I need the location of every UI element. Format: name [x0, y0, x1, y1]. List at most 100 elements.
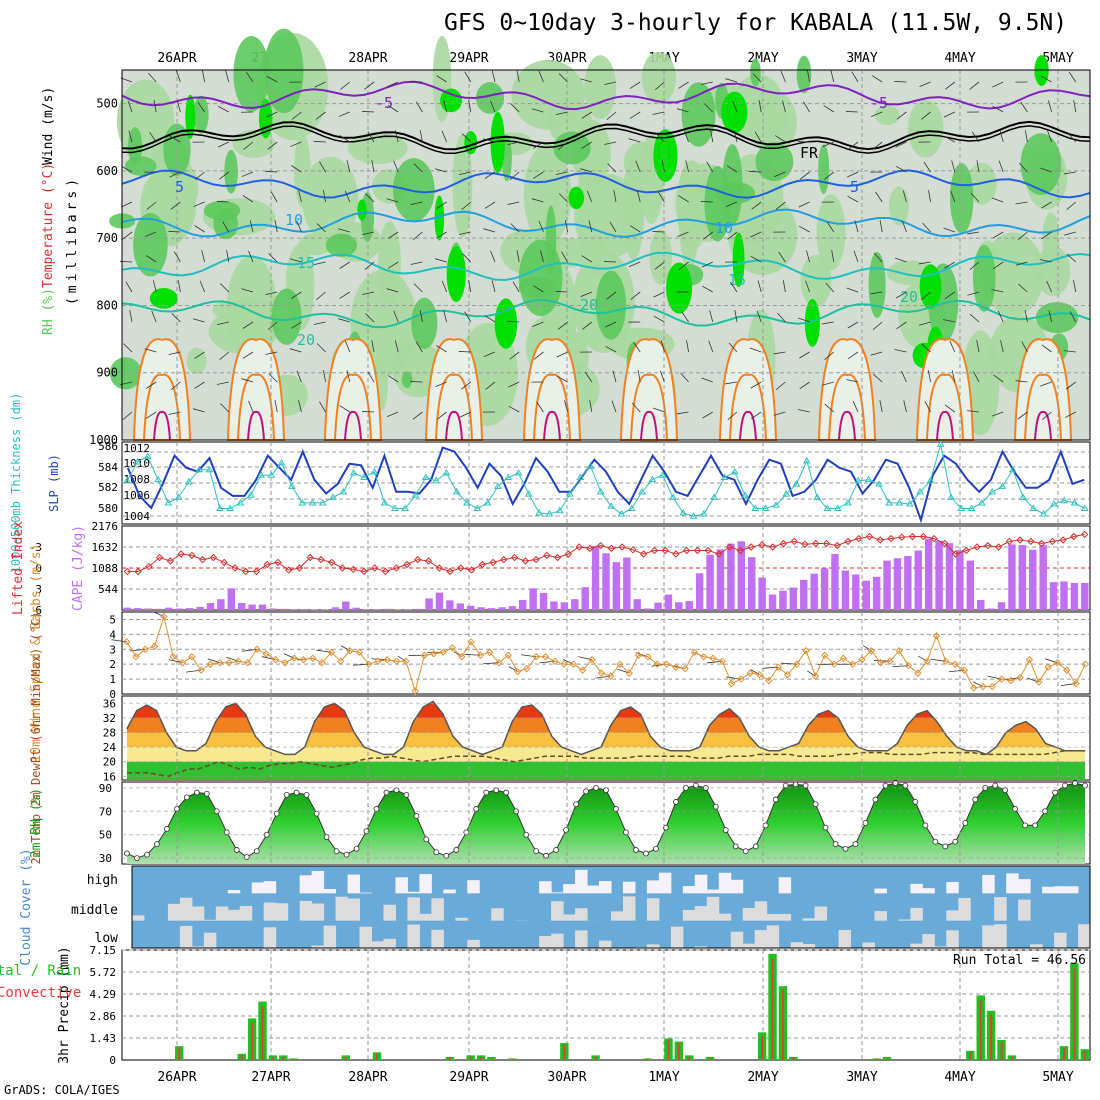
rh-area-bright — [919, 264, 942, 310]
cape-bar — [185, 608, 194, 610]
wind-barb — [604, 321, 617, 328]
cloud-cell — [407, 924, 420, 948]
hot-contour — [936, 410, 954, 441]
wind-barb — [266, 111, 278, 118]
pressure-tick-label: 1000 — [89, 433, 118, 447]
cloud-cell — [383, 904, 396, 921]
thickness-point — [679, 508, 688, 516]
rh-point — [543, 852, 550, 859]
cape-bar — [165, 607, 173, 610]
hot-contour — [153, 410, 171, 441]
wind-barb — [123, 343, 133, 353]
cape-bar — [997, 602, 1006, 610]
cloud-cell — [347, 874, 361, 894]
thickness-point — [329, 493, 337, 500]
lifted-index-point — [887, 534, 895, 543]
cape-bar — [300, 609, 308, 610]
rh-area-dark — [595, 270, 627, 340]
temp-tick: 16 — [103, 770, 116, 783]
cloud-cell — [646, 944, 660, 948]
cloud-cell — [742, 943, 756, 948]
cloud-cell — [694, 874, 708, 894]
wind-barb — [949, 340, 956, 353]
wind-speed-point — [755, 670, 764, 679]
wind-barb — [847, 351, 859, 360]
rh-area-dark — [224, 149, 238, 194]
cloud-cell — [694, 906, 708, 921]
wind-speed-point — [1072, 679, 1080, 688]
wind-barb — [821, 321, 834, 325]
precip-ylabel: 3hr Precip (mm) — [57, 946, 72, 1063]
wind-speed-point — [532, 653, 540, 661]
wind-barb — [824, 171, 835, 180]
isotherm-line — [121, 169, 1091, 199]
wind-barb — [1015, 261, 1028, 266]
thickness-tick: 586 — [98, 440, 118, 453]
wind-barb — [653, 315, 665, 323]
cape-bar — [987, 608, 995, 610]
rh-area-bright — [440, 88, 462, 113]
cape-bar — [435, 592, 444, 610]
wind-barb — [749, 171, 762, 173]
wind-speed-point — [718, 657, 727, 665]
wind-barb — [918, 261, 931, 265]
wind-barb — [319, 161, 326, 173]
wind-barb — [173, 251, 181, 263]
wind-barb — [927, 370, 931, 383]
rh-area-dark — [545, 205, 557, 276]
wind-barb — [872, 321, 883, 331]
wind-barb — [1024, 130, 1028, 143]
thickness-point — [1070, 498, 1079, 506]
cape-bar — [758, 577, 766, 610]
precip-convective-bar — [271, 1056, 274, 1060]
wind-speed-point — [383, 656, 391, 664]
wind-barb — [604, 81, 617, 86]
rh-point — [992, 782, 999, 789]
wind-barb — [510, 103, 520, 113]
rh-point — [323, 834, 330, 840]
wind-barb — [631, 402, 641, 413]
thickness-point — [174, 493, 183, 500]
lifted-index-point — [855, 534, 863, 543]
rh-area-dark — [518, 276, 556, 298]
rh-point — [692, 782, 699, 789]
rh-area-dark — [203, 200, 241, 221]
thickness-point — [566, 490, 574, 497]
wind-speed-point — [644, 653, 652, 661]
temp-axis-label: 2m Temp 2m DewPt (6hr Min/Max) (°C) — [29, 612, 43, 865]
cloud-cell — [491, 908, 504, 921]
thickness-point — [524, 490, 533, 497]
cloud-cell — [395, 877, 408, 894]
wind-barb — [296, 370, 302, 383]
precip-convective-bar — [448, 1056, 451, 1060]
rh-point — [144, 851, 150, 858]
wind-barb — [652, 231, 665, 233]
wind-speed-point — [476, 651, 485, 659]
rh-point — [503, 789, 510, 796]
wind-barb — [725, 78, 738, 83]
wind-speed-point — [243, 658, 252, 667]
wind-speed-point — [765, 676, 773, 685]
lifted-index-point — [769, 543, 777, 551]
temp-tick: 28 — [103, 727, 116, 740]
wind-speed-point — [802, 647, 810, 655]
wind-barb — [394, 340, 399, 353]
slp-tick: 1012 — [124, 442, 151, 455]
upper-air-ylabel: RH (%)Temperature (°C)Wind (m/s) — [41, 87, 56, 335]
wind-barb — [823, 105, 835, 113]
wind-barb — [1015, 201, 1028, 205]
wind-barb — [291, 165, 302, 173]
wind-barb — [1040, 75, 1052, 83]
wind-speed-point — [337, 657, 345, 665]
thickness-point — [699, 510, 708, 517]
rh-area-mid — [226, 255, 277, 363]
wind-speed-point — [411, 687, 419, 695]
thickness-point — [205, 465, 214, 473]
thickness-point — [298, 498, 307, 506]
rh-area-dark — [411, 297, 438, 349]
cloud-cell — [790, 942, 804, 948]
rh-point — [154, 841, 160, 847]
wind-speed-point — [1053, 658, 1062, 667]
wind-speed-point — [374, 657, 382, 665]
wind-barb — [170, 381, 181, 391]
